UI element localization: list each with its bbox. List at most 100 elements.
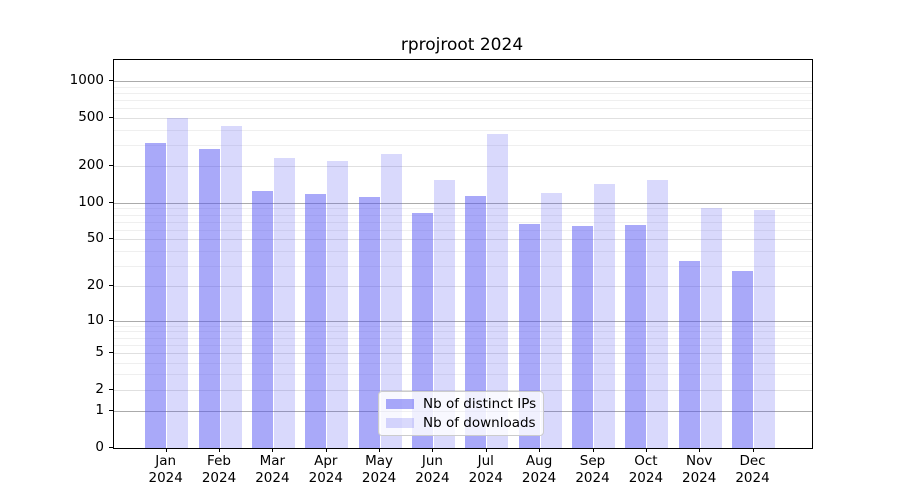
gridline-9 xyxy=(114,325,812,327)
gridline-7 xyxy=(114,337,812,339)
y-tick-label-1: 1 xyxy=(95,402,104,419)
gridline-500 xyxy=(114,117,812,119)
bars-layer xyxy=(114,60,812,448)
x-tick-label-jul-2024: Jul 2024 xyxy=(468,453,503,486)
bar-distinct-ips-nov-2024 xyxy=(678,260,700,448)
gridline-2 xyxy=(114,389,812,391)
bar-distinct-ips-apr-2024 xyxy=(305,194,327,448)
x-tick-mark-mar-2024 xyxy=(272,448,274,452)
bar-distinct-ips-sep-2024 xyxy=(572,225,593,448)
y-tick-mark-20 xyxy=(109,285,113,287)
legend-swatch-distinct-ips xyxy=(386,399,414,410)
gridline-60 xyxy=(114,229,812,231)
y-tick-label-2: 2 xyxy=(95,380,104,397)
x-tick-mark-aug-2024 xyxy=(539,448,541,452)
y-tick-label-500: 500 xyxy=(78,108,104,125)
y-tick-mark-0 xyxy=(109,447,113,448)
bar-distinct-ips-jan-2024 xyxy=(145,143,167,448)
bar-downloads-nov-2024 xyxy=(700,207,722,448)
y-tick-mark-10 xyxy=(109,319,113,321)
gridline-1000 xyxy=(114,81,812,82)
legend-item-distinct-ips: Nb of distinct IPs xyxy=(386,396,543,412)
x-tick-mark-dec-2024 xyxy=(752,448,754,452)
gridline-70 xyxy=(114,221,812,223)
y-tick-mark-1 xyxy=(109,410,113,412)
gridline-40 xyxy=(114,250,812,252)
bar-downloads-apr-2024 xyxy=(327,160,349,448)
gridline-900 xyxy=(114,86,812,88)
y-tick-label-10: 10 xyxy=(86,311,104,328)
x-tick-label-oct-2024: Oct 2024 xyxy=(628,453,664,486)
x-tick-mark-may-2024 xyxy=(379,448,381,452)
gridline-50 xyxy=(114,239,812,241)
x-tick-label-apr-2024: Apr 2024 xyxy=(308,453,343,486)
legend-item-downloads: Nb of downloads xyxy=(386,415,543,431)
gridline-800 xyxy=(114,92,812,94)
bar-downloads-dec-2024 xyxy=(754,210,776,448)
gridline-20 xyxy=(114,286,812,288)
y-tick-label-200: 200 xyxy=(78,157,104,174)
bar-distinct-ips-may-2024 xyxy=(358,196,380,448)
bar-distinct-ips-jun-2024 xyxy=(411,212,433,448)
y-tick-mark-500 xyxy=(109,116,113,118)
y-tick-mark-5 xyxy=(109,351,113,353)
gridline-30 xyxy=(114,265,812,267)
bar-downloads-aug-2024 xyxy=(540,192,562,448)
x-tick-mark-nov-2024 xyxy=(699,448,701,452)
x-tick-label-aug-2024: Aug 2024 xyxy=(521,453,557,486)
bar-downloads-oct-2024 xyxy=(647,180,669,448)
gridline-300 xyxy=(114,144,812,146)
x-tick-mark-oct-2024 xyxy=(645,448,647,452)
x-tick-mark-feb-2024 xyxy=(219,448,220,452)
x-tick-label-feb-2024: Feb 2024 xyxy=(201,453,237,486)
gridline-400 xyxy=(114,129,812,131)
y-tick-label-0: 0 xyxy=(95,439,104,455)
gridline-600 xyxy=(114,108,812,110)
bar-downloads-jun-2024 xyxy=(433,180,455,448)
y-tick-label-20: 20 xyxy=(86,277,104,294)
gridline-5 xyxy=(114,352,812,354)
gridline-8 xyxy=(114,331,812,333)
x-tick-label-dec-2024: Dec 2024 xyxy=(735,453,770,486)
gridline-3 xyxy=(114,374,812,376)
x-tick-mark-sep-2024 xyxy=(592,448,594,452)
legend-label-downloads: Nb of downloads xyxy=(423,414,536,431)
x-tick-label-jun-2024: Jun 2024 xyxy=(415,453,450,486)
x-tick-mark-jul-2024 xyxy=(485,448,487,452)
bar-downloads-feb-2024 xyxy=(220,125,242,448)
legend: Nb of distinct IPs Nb of downloads xyxy=(378,391,544,436)
bar-downloads-sep-2024 xyxy=(594,184,615,448)
bar-downloads-jul-2024 xyxy=(487,134,509,448)
gridline-700 xyxy=(114,100,812,101)
bar-distinct-ips-mar-2024 xyxy=(251,191,273,448)
x-tick-label-nov-2024: Nov 2024 xyxy=(682,453,717,486)
bar-distinct-ips-dec-2024 xyxy=(732,271,754,448)
gridline-80 xyxy=(114,214,812,216)
y-tick-mark-100 xyxy=(109,201,113,203)
y-tick-mark-200 xyxy=(109,165,113,167)
legend-label-distinct-ips: Nb of distinct IPs xyxy=(423,396,537,413)
bar-downloads-may-2024 xyxy=(380,154,402,448)
x-tick-label-jan-2024: Jan 2024 xyxy=(148,453,183,486)
gridline-6 xyxy=(114,344,812,346)
y-tick-label-100: 100 xyxy=(78,193,104,210)
legend-swatch-downloads xyxy=(386,417,414,428)
gridline-10 xyxy=(114,320,812,322)
y-tick-label-5: 5 xyxy=(95,343,104,360)
x-tick-mark-jan-2024 xyxy=(165,448,167,452)
x-tick-mark-apr-2024 xyxy=(325,448,327,452)
bar-downloads-jan-2024 xyxy=(167,117,189,448)
y-tick-mark-2 xyxy=(109,388,113,390)
y-tick-label-1000: 1000 xyxy=(69,72,104,88)
y-tick-label-50: 50 xyxy=(86,230,104,247)
gridline-100 xyxy=(114,202,812,204)
bar-distinct-ips-oct-2024 xyxy=(625,224,647,448)
gridline-4 xyxy=(114,362,812,364)
x-tick-label-sep-2024: Sep 2024 xyxy=(575,453,610,486)
gridline-90 xyxy=(114,208,812,210)
gridline-200 xyxy=(114,166,812,168)
bar-downloads-mar-2024 xyxy=(273,157,295,448)
bar-distinct-ips-feb-2024 xyxy=(198,148,220,448)
y-tick-mark-50 xyxy=(109,238,113,240)
